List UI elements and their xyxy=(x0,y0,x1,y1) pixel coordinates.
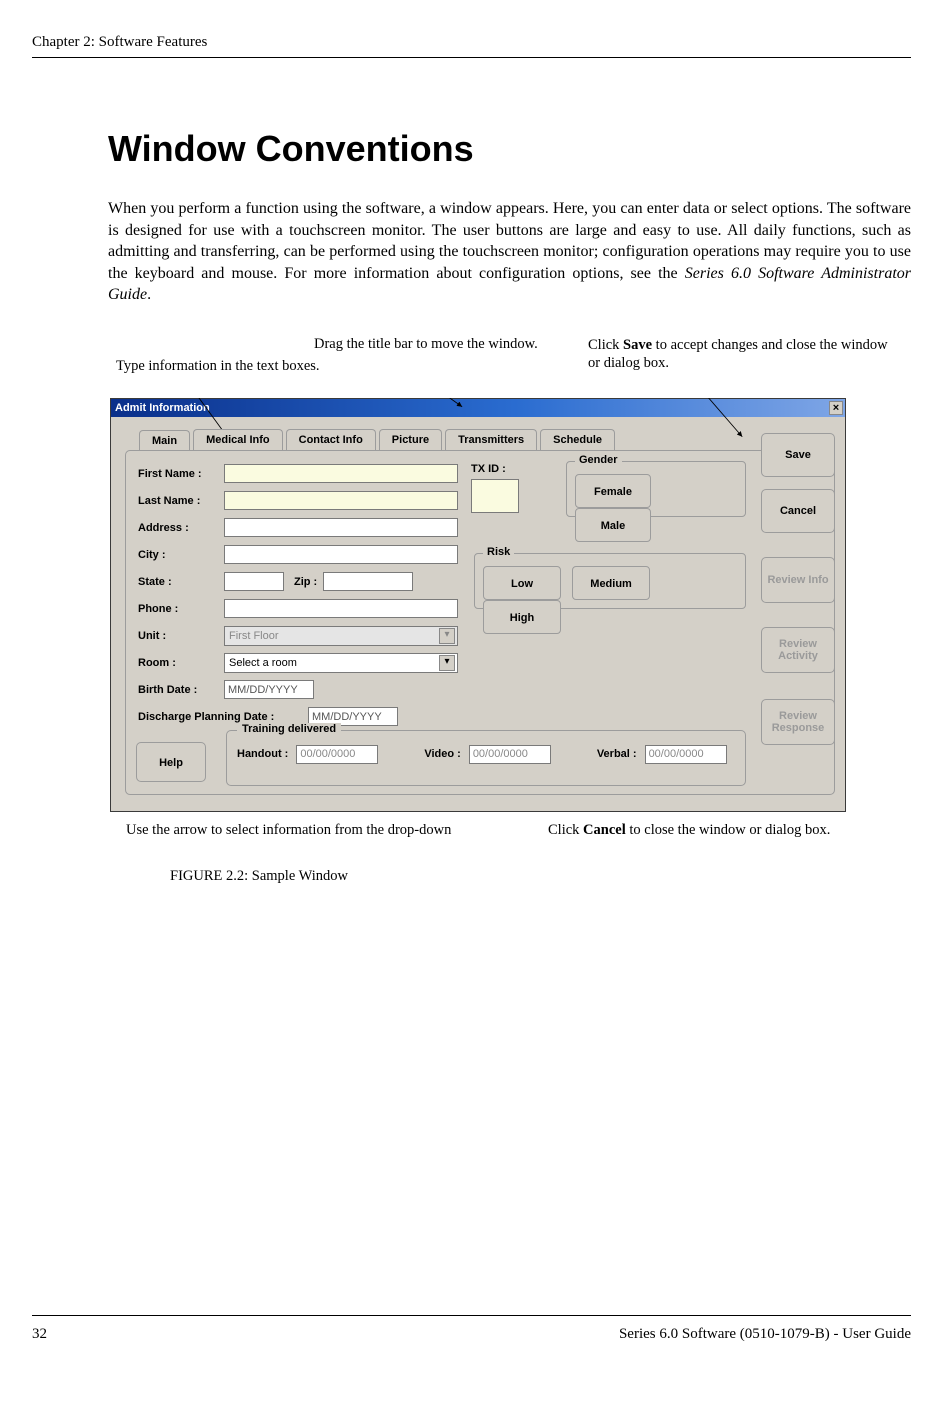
callouts-bottom: Use the arrow to select information from… xyxy=(108,820,911,854)
label-unit: Unit : xyxy=(138,630,224,642)
training-group: Training delivered Handout : 00/00/0000 … xyxy=(226,730,746,786)
callout-click-save: Click Save to accept changes and close t… xyxy=(588,336,888,372)
birth-date-field[interactable]: MM/DD/YYYY xyxy=(224,680,314,699)
tab-medical[interactable]: Medical Info xyxy=(193,429,283,450)
page-number: 32 xyxy=(32,1326,47,1343)
footer-title: Series 6.0 Software (0510-1079-B) - User… xyxy=(619,1326,911,1343)
label-zip: Zip : xyxy=(294,576,317,588)
tab-contact[interactable]: Contact Info xyxy=(286,429,376,450)
risk-high-button[interactable]: High xyxy=(483,600,561,634)
txid-area: TX ID : xyxy=(471,463,519,513)
gender-female-button[interactable]: Female xyxy=(575,474,651,508)
handout-date-field[interactable]: 00/00/0000 xyxy=(296,745,378,764)
callout-cancel-post: to close the window or dialog box. xyxy=(626,822,831,838)
callout-cancel-pre: Click xyxy=(548,822,583,838)
label-address: Address : xyxy=(138,522,224,534)
gender-male-button[interactable]: Male xyxy=(575,508,651,542)
tab-picture[interactable]: Picture xyxy=(379,429,442,450)
label-first-name: First Name : xyxy=(138,468,224,480)
label-state: State : xyxy=(138,576,224,588)
dialog-tabs: Main Medical Info Contact Info Picture T… xyxy=(139,429,835,450)
page-footer: 32 Series 6.0 Software (0510-1079-B) - U… xyxy=(32,1326,911,1343)
risk-group: Risk Low Medium High xyxy=(474,553,746,609)
last-name-field[interactable] xyxy=(224,491,458,510)
risk-medium-button[interactable]: Medium xyxy=(572,566,650,600)
unit-select[interactable]: First Floor ▾ xyxy=(224,626,458,646)
zip-field[interactable] xyxy=(323,572,413,591)
label-verbal: Verbal : xyxy=(597,748,637,760)
risk-low-button[interactable]: Low xyxy=(483,566,561,600)
footer-rule xyxy=(32,1315,911,1316)
screenshot-container: Admit Information × Main Medical Info Co… xyxy=(110,398,846,812)
tab-main[interactable]: Main xyxy=(139,430,190,451)
address-field[interactable] xyxy=(224,518,458,537)
label-last-name: Last Name : xyxy=(138,495,224,507)
body-paragraph: When you perform a function using the so… xyxy=(108,198,911,306)
callout-type-textbox: Type information in the text boxes. xyxy=(116,358,320,375)
save-button[interactable]: Save xyxy=(761,433,835,477)
review-activity-button[interactable]: Review Activity xyxy=(761,627,835,673)
callout-save-bold: Save xyxy=(623,337,652,353)
tab-transmitters[interactable]: Transmitters xyxy=(445,429,537,450)
callouts-top: Drag the title bar to move the window. C… xyxy=(108,334,911,396)
label-phone: Phone : xyxy=(138,603,224,615)
review-info-button[interactable]: Review Info xyxy=(761,557,835,603)
paragraph-text-post: . xyxy=(147,286,151,303)
callout-dropdown-arrow: Use the arrow to select information from… xyxy=(126,822,451,839)
close-icon[interactable]: × xyxy=(829,401,843,415)
room-select-value: Select a room xyxy=(229,657,297,669)
dialog-title: Admit Information xyxy=(115,402,210,414)
callout-drag-titlebar: Drag the title bar to move the window. xyxy=(314,336,538,353)
first-name-field[interactable] xyxy=(224,464,458,483)
room-select[interactable]: Select a room ▾ xyxy=(224,653,458,673)
review-response-button[interactable]: Review Response xyxy=(761,699,835,745)
label-video: Video : xyxy=(424,748,460,760)
callout-click-cancel: Click Cancel to close the window or dial… xyxy=(548,822,830,839)
city-field[interactable] xyxy=(224,545,458,564)
cancel-button[interactable]: Cancel xyxy=(761,489,835,533)
callout-cancel-bold: Cancel xyxy=(583,822,626,838)
verbal-date-field[interactable]: 00/00/0000 xyxy=(645,745,727,764)
gender-legend: Gender xyxy=(575,454,622,466)
label-city: City : xyxy=(138,549,224,561)
label-handout: Handout : xyxy=(237,748,288,760)
tab-panel-main: First Name : Last Name : Address : City … xyxy=(125,450,835,795)
training-legend: Training delivered xyxy=(237,723,341,735)
chapter-header: Chapter 2: Software Features xyxy=(32,34,911,51)
label-txid: TX ID : xyxy=(471,463,519,475)
gender-group: Gender Female Male xyxy=(566,461,746,517)
chevron-down-icon: ▾ xyxy=(439,655,455,671)
label-birth-date: Birth Date : xyxy=(138,684,224,696)
state-field[interactable] xyxy=(224,572,284,591)
page-heading: Window Conventions xyxy=(108,128,911,170)
header-rule xyxy=(32,57,911,58)
risk-legend: Risk xyxy=(483,546,514,558)
unit-select-value: First Floor xyxy=(229,630,279,642)
callout-save-pre: Click xyxy=(588,337,623,353)
label-discharge-date: Discharge Planning Date : xyxy=(138,711,308,723)
help-button[interactable]: Help xyxy=(136,742,206,782)
phone-field[interactable] xyxy=(224,599,458,618)
label-room: Room : xyxy=(138,657,224,669)
figure-caption: FIGURE 2.2: Sample Window xyxy=(170,868,911,885)
video-date-field[interactable]: 00/00/0000 xyxy=(469,745,551,764)
form-left-column: First Name : Last Name : Address : City … xyxy=(138,463,458,733)
txid-field[interactable] xyxy=(471,479,519,513)
admit-dialog: Admit Information × Main Medical Info Co… xyxy=(110,398,846,812)
tab-schedule[interactable]: Schedule xyxy=(540,429,615,450)
dialog-titlebar[interactable]: Admit Information × xyxy=(111,399,845,417)
chevron-down-icon: ▾ xyxy=(439,628,455,644)
